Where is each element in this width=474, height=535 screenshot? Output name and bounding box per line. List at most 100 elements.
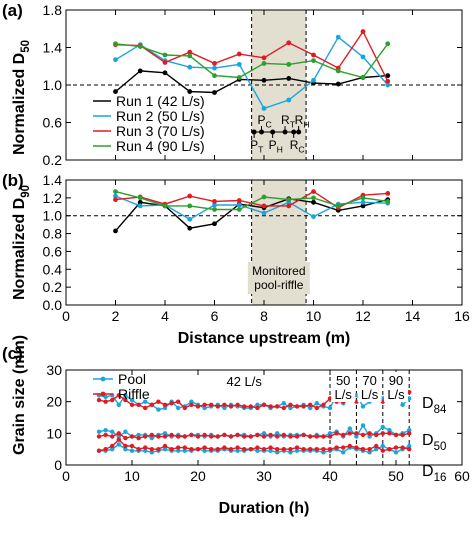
series-c-riffle-d16-point xyxy=(347,443,352,449)
series-c-pool-d84-point xyxy=(400,402,405,408)
series-c-riffle-d16-point xyxy=(407,446,412,452)
axis-b-ytick-label: 0.0 xyxy=(43,297,63,313)
series-c-pool-d84-point xyxy=(314,401,319,406)
riffle-marker-label: PT xyxy=(250,138,264,155)
xlabel-b: Distance upstream (m) xyxy=(178,330,351,347)
series-c-riffle-d16-point xyxy=(222,445,227,450)
series-c-riffle-d50-point xyxy=(407,431,412,436)
series-c-riffle-d84-point xyxy=(169,401,174,406)
series-c-pool-d50-point xyxy=(347,426,352,431)
series-b-run1-point xyxy=(187,225,193,231)
series-c-pool-d16-point xyxy=(288,450,293,455)
series-c-riffle-d50-point xyxy=(96,434,102,439)
series-a-run2-point xyxy=(311,77,316,83)
series-c-riffle-d50-point xyxy=(235,432,240,438)
flow-unit-label: L/s xyxy=(361,387,379,402)
series-b-run4-point xyxy=(335,203,341,209)
series-c-pool-d16-point xyxy=(374,446,379,452)
series-b-run2-point xyxy=(212,202,217,208)
axis-b-xtick-label: 16 xyxy=(454,308,470,324)
series-b-run4-point xyxy=(162,203,168,209)
legend-label-pool: Pool xyxy=(118,371,146,387)
series-c-riffle-d84-point xyxy=(215,404,220,409)
axis-b-xtick-label: 8 xyxy=(260,308,268,324)
series-a-run3-point xyxy=(286,40,292,46)
series-c-riffle-d16-point xyxy=(261,446,267,452)
series-a-run1-point xyxy=(261,77,267,83)
series-c-riffle-d50-point xyxy=(222,432,227,438)
axis-b-xtick-label: 14 xyxy=(405,308,421,324)
series-c-pool-d84-point xyxy=(354,393,359,398)
series-c-riffle-d50-point xyxy=(255,432,260,438)
series-c-riffle-d50-point xyxy=(129,434,135,439)
series-c-riffle-d84-point xyxy=(116,393,122,398)
series-c-riffle-d16-point xyxy=(103,446,108,452)
series-c-riffle-d84-point xyxy=(143,405,148,411)
series-a-run1-line xyxy=(115,70,388,94)
series-c-pool-d16-point xyxy=(407,443,412,449)
axis-b-xtick-label: 10 xyxy=(306,308,322,324)
series-b-run4-point xyxy=(311,195,316,201)
series-c-riffle-d84-point xyxy=(255,405,260,411)
series-c-pool-d16-point xyxy=(110,446,115,452)
series-a-run3-point xyxy=(187,49,193,55)
series-c-riffle-d16-point xyxy=(110,443,115,449)
series-c-riffle-d50-point xyxy=(294,434,300,439)
series-c-riffle-d16-point xyxy=(242,446,247,452)
series-c-riffle-d16-point xyxy=(235,445,240,450)
series-a-run2-point xyxy=(236,61,242,67)
legend-label-riffle: Riffle xyxy=(118,386,150,402)
series-b-run1-point xyxy=(212,221,217,227)
series-c-riffle-d16-point xyxy=(288,446,293,452)
series-b-run2-point xyxy=(113,193,118,199)
series-b-run4-point xyxy=(212,207,217,212)
series-b-run2-point xyxy=(360,199,366,205)
series-c-riffle-d50-point xyxy=(281,432,286,438)
panel-label-a: (a) xyxy=(2,1,23,20)
series-c-pool-d50-point xyxy=(367,434,372,439)
series-c-riffle-d84-point xyxy=(202,402,207,408)
legend-label-run2: Run 2 (50 L/s) xyxy=(116,108,205,124)
axis-b-ytick-label: 0.2 xyxy=(43,279,63,295)
series-c-riffle-d50-point xyxy=(103,432,108,438)
series-a-run3-point xyxy=(212,61,217,66)
series-b-run4-line xyxy=(115,190,388,211)
series-c-riffle-d50-point xyxy=(156,434,161,439)
series-c-riffle-d84-point xyxy=(189,402,194,408)
series-b-run4-point xyxy=(286,197,292,203)
series-c-riffle-d50-point xyxy=(354,431,359,436)
series-c-riffle-d50-point xyxy=(248,434,253,439)
series-c-riffle-d16-point xyxy=(182,445,187,450)
axis-a-ytick-label: 0.2 xyxy=(43,152,63,168)
series-c-riffle-d50-point xyxy=(242,434,247,439)
series-b-run4-point xyxy=(113,189,118,195)
series-c-pool-d84-point xyxy=(143,399,148,404)
series-c-pool-d84-point xyxy=(123,393,128,398)
series-c-pool-d16-point xyxy=(275,450,280,455)
series-a-run2-point xyxy=(113,57,118,63)
series-c-riffle-d84-point xyxy=(354,399,359,404)
series-c-pool-d50-point xyxy=(261,431,267,436)
flow-unit-label: L/s xyxy=(387,387,405,402)
series-c-pool-d16-point xyxy=(255,448,260,453)
series-a-run3-point xyxy=(311,52,316,58)
series-c-riffle-d16-point xyxy=(156,446,161,452)
series-c-riffle-d16-point xyxy=(321,446,326,452)
series-c-riffle-d84-point xyxy=(156,399,161,404)
series-c-pool-d50-point xyxy=(110,429,115,434)
series-b-run2-point xyxy=(261,210,267,216)
series-c-pool-d16-point xyxy=(235,448,240,453)
monitored-label-line1: Monitored xyxy=(252,264,305,278)
series-c-riffle-d50-point xyxy=(176,434,181,439)
series-a-run3-point xyxy=(236,51,242,57)
series-c-pool-d84-point xyxy=(308,405,313,411)
series-c-pool-d84-point xyxy=(222,405,227,411)
flow-label-90: 90 xyxy=(389,373,403,388)
series-c-riffle-d16-point xyxy=(334,445,339,450)
series-b-run4-point xyxy=(236,207,242,212)
flow-label-70: 70 xyxy=(362,373,376,388)
series-b-run1-point xyxy=(311,199,316,205)
series-a-run2-point xyxy=(360,54,366,60)
series-c-riffle-d16-point xyxy=(255,445,260,450)
